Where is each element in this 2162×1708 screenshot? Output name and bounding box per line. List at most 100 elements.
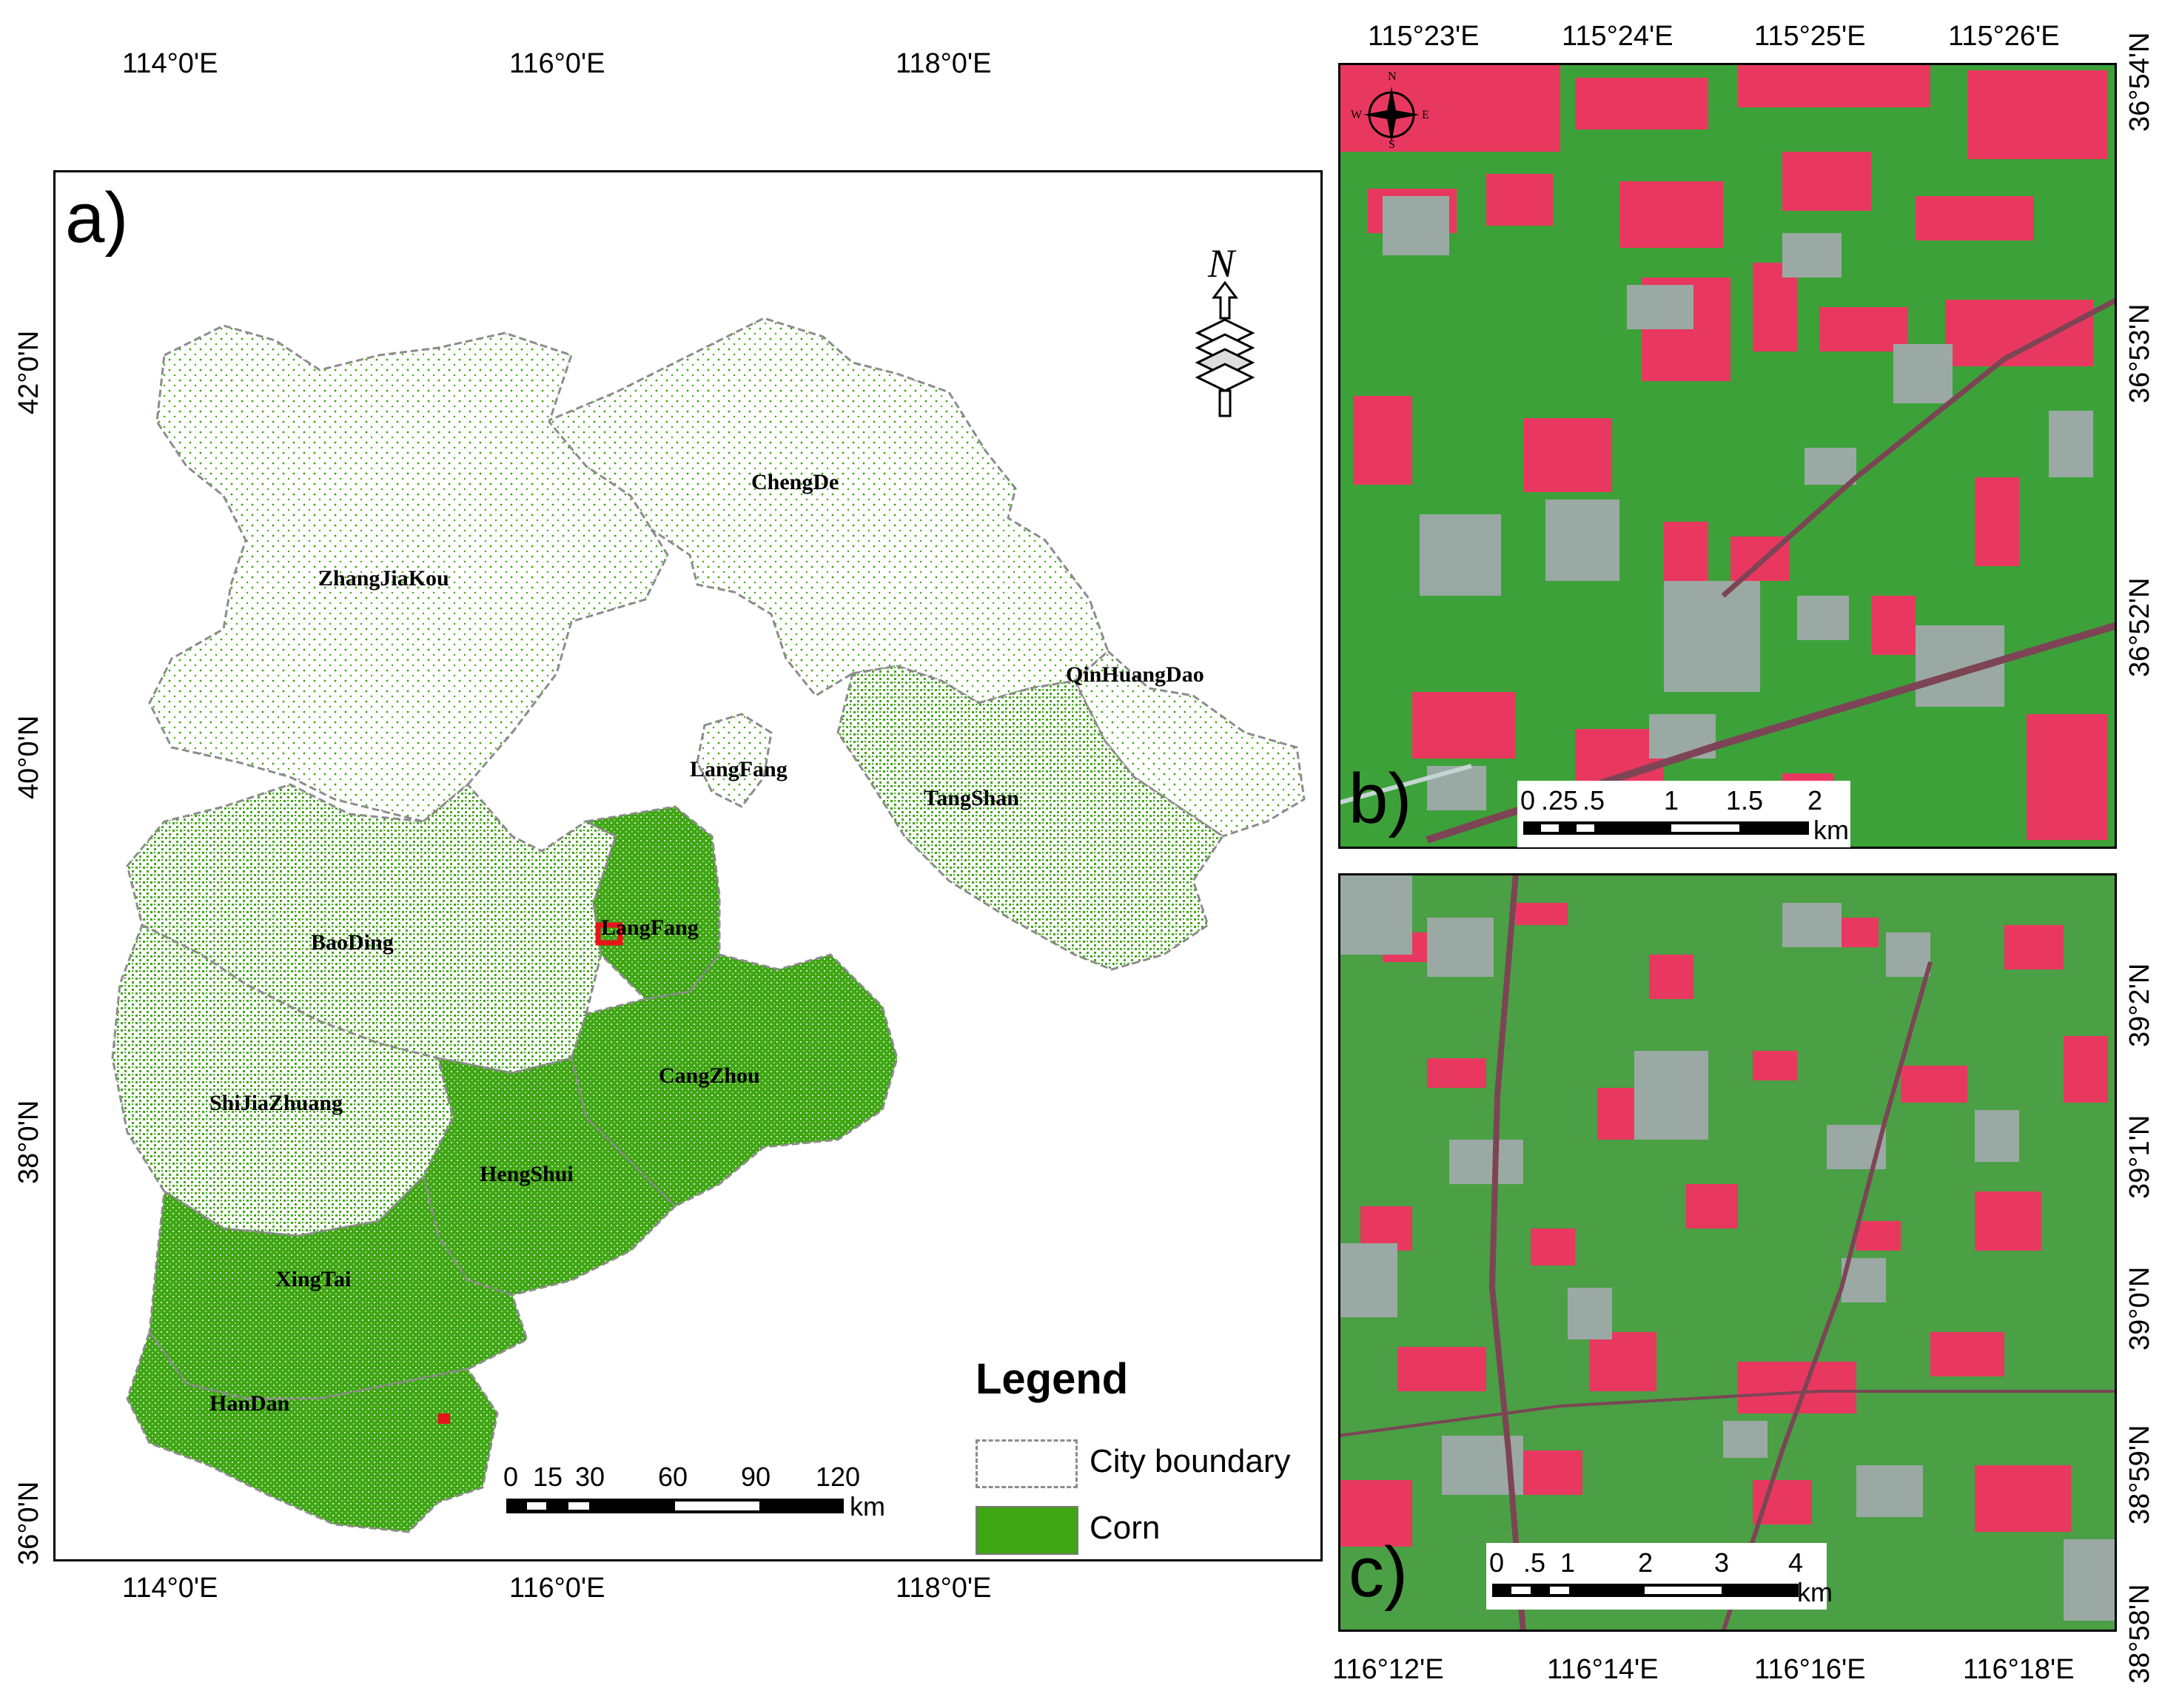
scalebar-tick: .25 <box>1541 785 1579 816</box>
scalebar-tick: 1 <box>1664 785 1679 816</box>
legend-label-city-boundary: City boundary <box>1090 1443 1291 1479</box>
lon-label-bottom: 116°16'E <box>1754 1654 1866 1685</box>
legend-swatch-city-boundary <box>976 1439 1078 1488</box>
compass-letter-s: S <box>1389 138 1395 151</box>
scalebar-unit: km <box>1813 815 1849 845</box>
lat-label-right: 39°2'N <box>2124 963 2155 1047</box>
study-area-marker-langfang <box>595 922 623 946</box>
compass: N E S W <box>1351 70 1432 152</box>
panel-c: 39°2'N 39°1'N 39°0'N 38°59'N 38°58'N 116… <box>1317 858 2162 1708</box>
satellite-image-c <box>1338 873 2117 1632</box>
legend-label-corn: Corn <box>1090 1510 1161 1546</box>
city-label: LangFang <box>601 915 699 940</box>
scalebar-tick: 3 <box>1714 1547 1730 1578</box>
compass-rose-icon <box>1363 87 1420 143</box>
region-handan <box>126 1329 499 1533</box>
region-xingtai <box>148 1174 528 1400</box>
scalebar-unit: km <box>1797 1577 1833 1607</box>
north-arrow-icon <box>1195 281 1255 417</box>
lon-label-top: 118°0'E <box>896 48 992 79</box>
city-label: LangFang <box>690 757 788 781</box>
scalebar-tick: 1.5 <box>1726 785 1764 816</box>
city-label: HengShui <box>480 1162 574 1186</box>
panel-letter-a: a) <box>65 178 129 258</box>
scalebar-tick: 1 <box>1560 1547 1576 1578</box>
lat-label-left: 36°0'N <box>13 1481 44 1565</box>
scalebar-tick: 0 <box>1520 785 1536 816</box>
city-label: HanDan <box>209 1391 290 1416</box>
scalebar-tick: 120 <box>816 1462 861 1492</box>
region-langfang-north <box>696 713 773 808</box>
scalebar-tick: 0 <box>503 1462 519 1492</box>
region-cangzhou <box>570 953 899 1208</box>
lat-label-right: 38°59'N <box>2124 1425 2155 1524</box>
lon-label-top: 115°23'E <box>1368 21 1480 52</box>
city-label: ShiJiaZhuang <box>209 1091 343 1115</box>
city-label: CangZhou <box>659 1063 760 1088</box>
panel-letter-b: b) <box>1349 759 1412 838</box>
lon-label-top: 116°0'E <box>509 48 605 79</box>
scalebar-a: 0 15 30 60 90 120 km <box>503 1462 888 1528</box>
map-frame-a <box>53 170 1323 1561</box>
lon-label-top: 115°26'E <box>1948 21 2060 52</box>
settlements <box>1383 196 2093 810</box>
lon-label-bottom: 116°12'E <box>1332 1654 1444 1685</box>
region-zhangjiakou <box>148 324 669 823</box>
compass-letter-n: N <box>1388 70 1397 83</box>
scalebar-tick: 0 <box>1489 1547 1505 1578</box>
panel-a: 114°0'E 116°0'E 118°0'E 114°0'E 116°0'E … <box>13 48 1323 1604</box>
lon-label-top: 115°25'E <box>1754 21 1866 52</box>
north-arrow: N <box>1192 241 1258 418</box>
lat-label-right: 36°52'N <box>2124 577 2155 677</box>
scalebar-bar <box>506 1499 844 1513</box>
city-label: BaoDing <box>311 930 394 955</box>
city-label: XingTai <box>275 1267 352 1291</box>
scalebar-tick: .5 <box>1582 785 1605 816</box>
map-frame-c <box>1338 873 2117 1632</box>
lat-label-right: 36°54'N <box>2124 32 2155 132</box>
panel-b: 115°23'E 115°24'E 115°25'E 115°26'E 36°5… <box>1317 0 2162 858</box>
scalebar-tick: 60 <box>658 1462 688 1492</box>
lat-label-right: 39°0'N <box>2124 1266 2155 1351</box>
region-shijiazhuang <box>111 923 454 1237</box>
scalebar-b: 0 .25 .5 1 1.5 2 km <box>1517 781 1850 847</box>
legend-swatch-corn <box>976 1506 1078 1555</box>
hebei-corn-map <box>111 317 1306 1533</box>
scalebar-c: 0 .5 1 2 3 4 km <box>1486 1543 1833 1610</box>
panel-letter-c: c) <box>1349 1533 1408 1612</box>
scalebar-tick: 2 <box>1807 785 1823 816</box>
lat-label-left: 42°0'N <box>13 330 44 414</box>
settlements <box>1338 873 2115 1621</box>
city-label: TangShan <box>924 786 1019 810</box>
lon-label-top: 115°24'E <box>1562 21 1673 52</box>
scalebar-bar <box>1523 821 1809 835</box>
lat-label-right: 39°1'N <box>2124 1114 2155 1199</box>
lon-label-bottom: 114°0'E <box>122 1573 218 1604</box>
roads <box>1338 873 2117 1632</box>
city-label: QinHuangDao <box>1066 662 1204 687</box>
lon-label-bottom: 116°0'E <box>509 1573 605 1604</box>
study-area-marker-handan <box>438 1413 450 1424</box>
scalebar-tick: 15 <box>533 1462 563 1492</box>
region-chengde <box>543 317 1109 705</box>
lon-label-bottom: 118°0'E <box>896 1573 992 1604</box>
scalebar-tick: 90 <box>741 1462 771 1492</box>
scalebar-bar <box>1492 1584 1799 1597</box>
compass-letter-w: W <box>1351 109 1363 121</box>
scalebar-tick: .5 <box>1523 1547 1546 1578</box>
satellite-image-b <box>1338 63 2117 849</box>
region-tangshan <box>836 665 1225 971</box>
compass-letter-e: E <box>1422 109 1429 121</box>
scalebar-tick: 4 <box>1788 1547 1804 1578</box>
lat-label-left: 40°0'N <box>13 715 44 799</box>
lat-label-right: 36°53'N <box>2124 303 2155 403</box>
scalebar-tick: 30 <box>575 1462 605 1492</box>
map-frame-b <box>1338 63 2117 849</box>
lat-label-right: 38°58'N <box>2124 1584 2155 1684</box>
lon-label-bottom: 116°14'E <box>1547 1654 1659 1685</box>
legend-title: Legend <box>976 1355 1129 1403</box>
lat-label-left: 38°0'N <box>13 1100 44 1184</box>
lon-label-bottom: 116°18'E <box>1963 1654 2075 1685</box>
scalebar-unit: km <box>850 1491 885 1522</box>
city-label: ZhangJiaKou <box>318 566 449 591</box>
